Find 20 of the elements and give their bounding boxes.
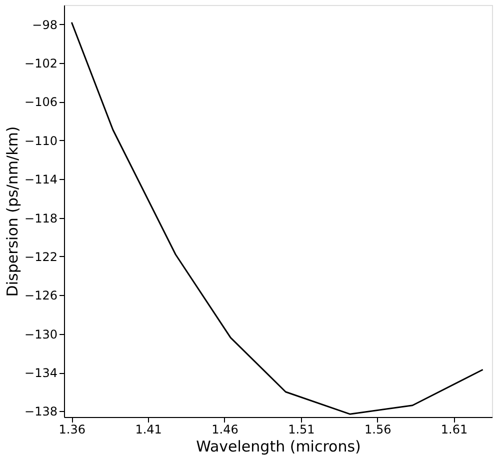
x-tick-label: 1.36	[58, 422, 86, 436]
y-tick-label: −118	[24, 211, 58, 226]
line-series	[70, 22, 484, 415]
y-tick-label: −98	[32, 18, 58, 32]
x-tick-label: 1.46	[212, 422, 238, 436]
y-tick-label: −110	[24, 134, 58, 148]
x-tick-label: 1.51	[288, 422, 315, 436]
y-tick-label: −134	[24, 366, 58, 380]
x-tick-label: 1.56	[364, 422, 392, 436]
y-tick-label: −114	[24, 172, 58, 187]
x-tick-label: 1.41	[135, 422, 162, 436]
y-tick-label: −130	[24, 327, 58, 342]
y-tick-label: −102	[24, 56, 58, 71]
y-tick-label: −106	[24, 95, 58, 110]
x-axis-title: Wavelength (microns)	[196, 438, 361, 456]
y-tick-label: −138	[24, 404, 58, 419]
y-tick-label: −126	[24, 288, 58, 303]
x-tick-label: 1.61	[440, 422, 468, 436]
y-tick-label: −122	[24, 250, 58, 264]
y-axis-title: Dispersion (ps/nm/km)	[4, 126, 22, 297]
